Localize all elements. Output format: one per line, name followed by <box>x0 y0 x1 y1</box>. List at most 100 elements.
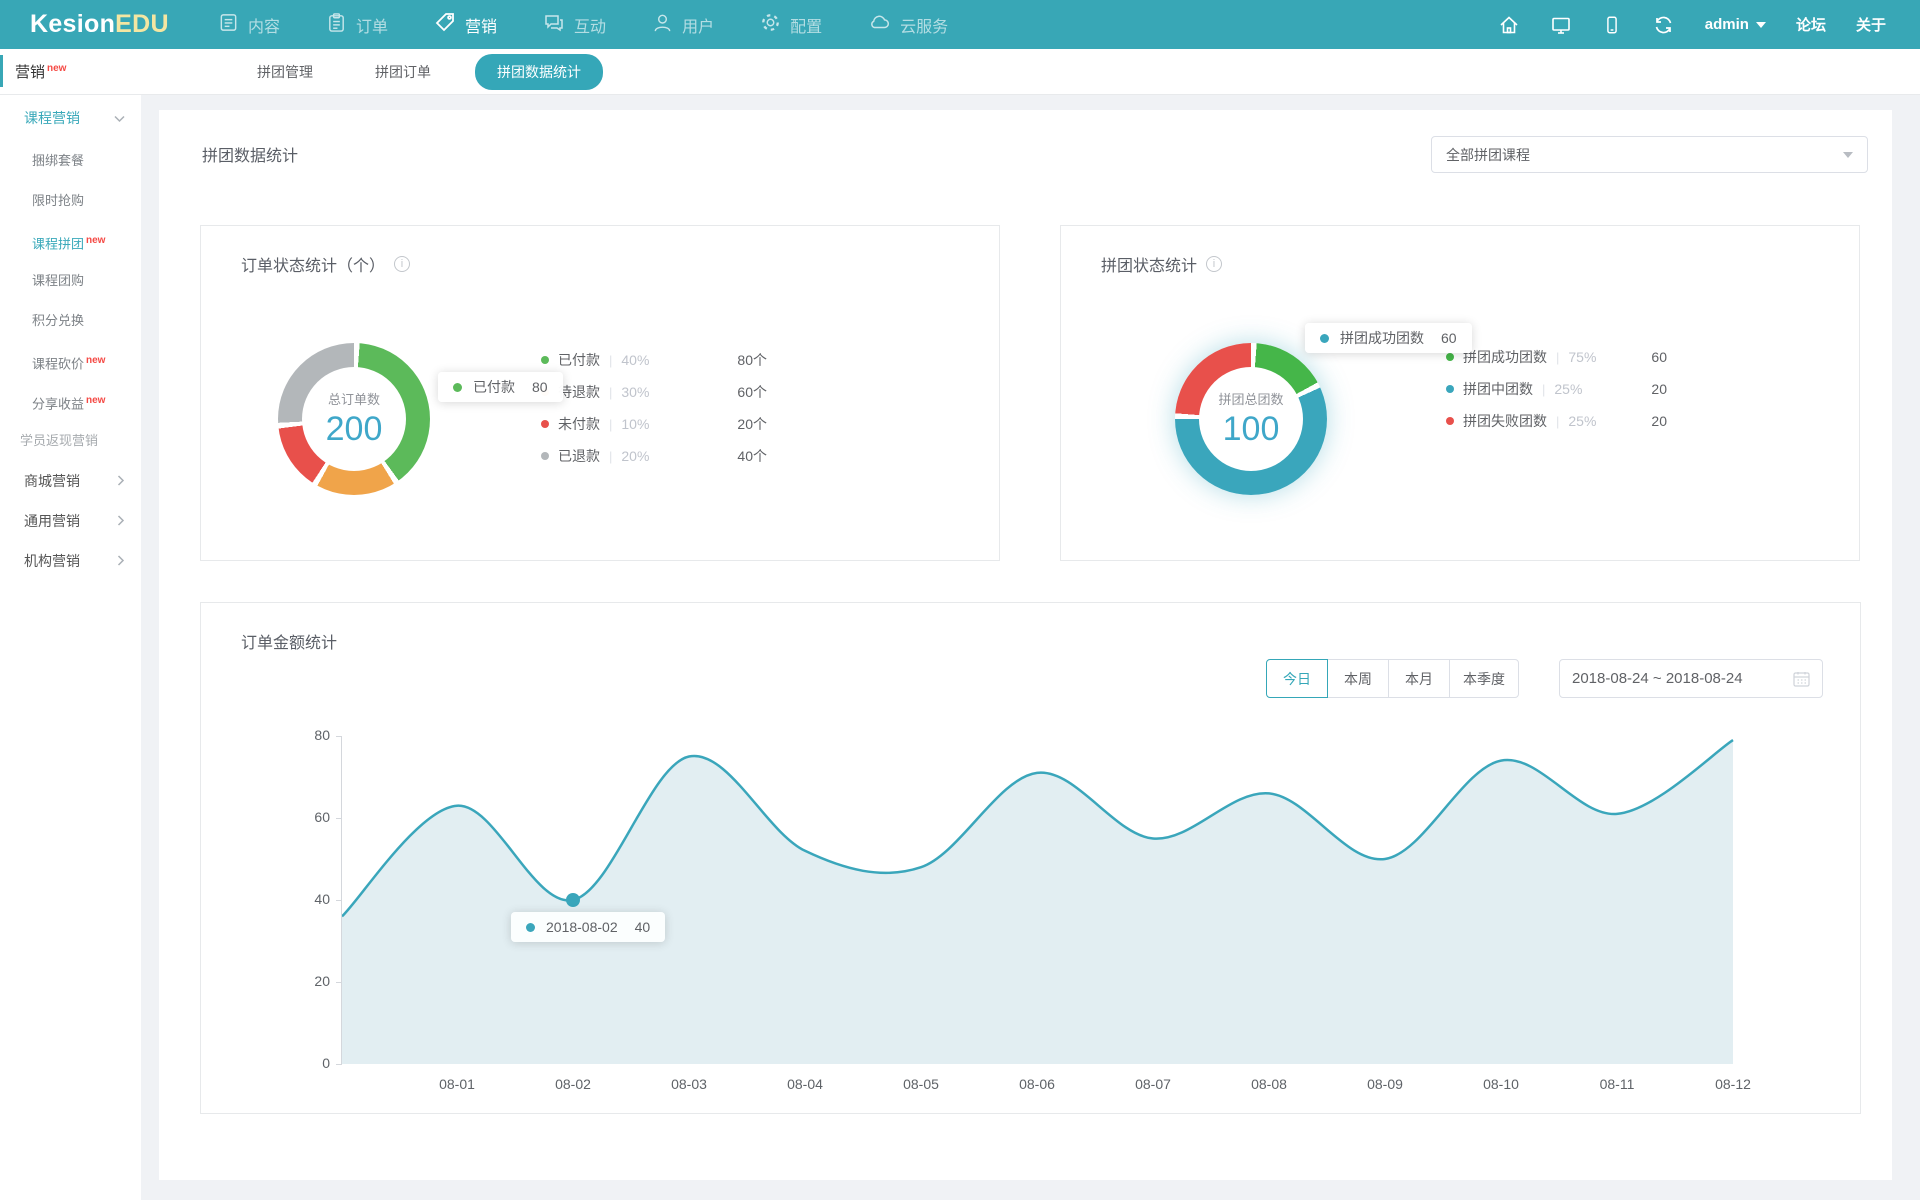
range-button-month[interactable]: 本月 <box>1388 659 1450 698</box>
legend-dot <box>541 420 549 428</box>
tabs: 拼团管理 拼团订单 拼团数据统计 <box>239 54 603 90</box>
legend-dot <box>541 452 549 460</box>
sidebar-group-course-marketing[interactable]: 课程营销 <box>0 95 141 141</box>
mobile-icon[interactable] <box>1602 14 1622 36</box>
page-title: 拼团数据统计 <box>202 142 298 166</box>
card-title-text: 拼团状态统计 <box>1101 252 1197 276</box>
nav-item-label: 配置 <box>790 13 822 37</box>
order-status-legend: 已付款 | 40% 80个 待退款 | 30% 60个 未付款 | 10% 20… <box>541 344 767 472</box>
range-button-week[interactable]: 本周 <box>1327 659 1389 698</box>
admin-username: admin <box>1705 16 1749 33</box>
nav-item-label: 订单 <box>356 13 388 37</box>
highlighted-data-point[interactable] <box>566 893 580 907</box>
legend-dot <box>1446 417 1454 425</box>
cloud-icon <box>868 11 891 38</box>
group-status-donut-chart[interactable]: 拼团总团数 100 <box>1175 343 1327 495</box>
app-logo[interactable]: KesionEDU <box>30 10 218 39</box>
nav-item-users[interactable]: 用户 <box>652 12 714 38</box>
donut-center: 总订单数 200 <box>302 367 406 471</box>
about-link[interactable]: 关于 <box>1856 14 1886 35</box>
forum-link[interactable]: 论坛 <box>1796 14 1826 35</box>
legend-row: 待退款 | 30% 60个 <box>541 376 767 408</box>
home-icon[interactable] <box>1498 14 1520 36</box>
legend-value: 80个 <box>737 350 767 370</box>
nav-item-settings[interactable]: 配置 <box>760 12 822 38</box>
tab-group-statistics[interactable]: 拼团数据统计 <box>475 54 603 90</box>
area-fill <box>342 740 1733 1064</box>
main-panel: 拼团数据统计 全部拼团课程 订单状态统计（个） 总订单数 200 已付款 80 … <box>159 110 1892 1180</box>
tab-group-manage[interactable]: 拼团管理 <box>239 54 331 90</box>
info-icon[interactable] <box>1206 256 1222 272</box>
legend-percent: 40% <box>621 352 649 368</box>
nav-item-interact[interactable]: 互动 <box>543 11 606 38</box>
section-label: 营销new <box>0 61 141 82</box>
legend-row: 未付款 | 10% 20个 <box>541 408 767 440</box>
sidebar-item-course-tuangou[interactable]: 课程团购 <box>0 261 141 301</box>
y-axis-label: 0 <box>282 1055 330 1071</box>
date-range-picker[interactable]: 2018-08-24 ~ 2018-08-24 <box>1559 659 1823 698</box>
sidebar-item-bargain[interactable]: 课程砍价new <box>0 341 141 381</box>
sidebar-item-points-exchange[interactable]: 积分兑换 <box>0 301 141 341</box>
legend-label: 已退款 <box>558 446 600 466</box>
new-badge: new <box>86 395 105 406</box>
sidebar-item-bundle[interactable]: 捆绑套餐 <box>0 141 141 181</box>
legend-divider: | <box>609 385 612 400</box>
course-filter-value: 全部拼团课程 <box>1446 145 1530 165</box>
logo-suffix: EDU <box>115 10 169 38</box>
clipboard-icon <box>326 12 347 38</box>
legend-divider: | <box>1542 382 1545 397</box>
gear-icon <box>760 12 781 38</box>
sidebar-section-mall-marketing[interactable]: 商城营销 <box>0 461 141 501</box>
sidebar-item-share-income[interactable]: 分享收益new <box>0 381 141 421</box>
legend-row: 拼团失败团数 | 25% 20 <box>1446 405 1667 437</box>
legend-divider: | <box>609 353 612 368</box>
legend-divider: | <box>609 449 612 464</box>
monitor-icon[interactable] <box>1550 14 1572 36</box>
sidebar-item-course-group-buy[interactable]: 课程拼团new <box>0 221 141 261</box>
x-axis-label: 08-09 <box>1348 1076 1422 1092</box>
y-axis-label: 80 <box>282 727 330 743</box>
card-title-text: 订单金额统计 <box>241 629 337 653</box>
range-button-today[interactable]: 今日 <box>1266 659 1328 698</box>
sidebar-item-label: 分享收益 <box>32 396 84 411</box>
donut-center-label: 总订单数 <box>328 389 380 408</box>
legend-percent: 30% <box>621 384 649 400</box>
nav-item-orders[interactable]: 订单 <box>326 12 388 38</box>
order-donut-tooltip: 已付款 80 <box>438 372 563 402</box>
order-amount-area-chart[interactable]: 2018-08-02 40 02040608008-0108-0208-0308… <box>341 736 1746 1064</box>
tooltip-label: 已付款 <box>473 377 515 397</box>
nav-item-cloud[interactable]: 云服务 <box>868 11 948 38</box>
sidebar-item-student-cashback[interactable]: 学员返现营销 <box>0 421 141 461</box>
legend-value: 20个 <box>737 414 767 434</box>
chevron-right-icon <box>117 513 125 529</box>
tab-group-orders[interactable]: 拼团订单 <box>357 54 449 90</box>
admin-user-menu[interactable]: admin <box>1705 16 1766 33</box>
range-button-quarter[interactable]: 本季度 <box>1449 659 1519 698</box>
info-icon[interactable] <box>394 256 410 272</box>
legend-label: 拼团失败团数 <box>1463 411 1547 431</box>
nav-item-content[interactable]: 内容 <box>218 12 280 38</box>
course-filter-select[interactable]: 全部拼团课程 <box>1431 136 1868 173</box>
sidebar-section-label: 机构营销 <box>24 551 80 571</box>
nav-item-marketing[interactable]: 营销 <box>434 11 497 38</box>
donut-center-value: 100 <box>1223 410 1280 449</box>
sidebar-section-general-marketing[interactable]: 通用营销 <box>0 501 141 541</box>
navbar-right: admin 论坛 关于 <box>1498 14 1886 36</box>
chevron-down-icon <box>1756 22 1766 28</box>
x-axis-label: 08-11 <box>1580 1076 1654 1092</box>
x-axis-label: 08-05 <box>884 1076 958 1092</box>
legend-row: 拼团成功团数 | 75% 60 <box>1446 341 1667 373</box>
group-donut-tooltip: 拼团成功团数 60 <box>1305 323 1472 353</box>
tooltip-value: 80 <box>532 379 548 395</box>
legend-label: 未付款 <box>558 414 600 434</box>
x-axis-label: 08-10 <box>1464 1076 1538 1092</box>
y-axis-label: 60 <box>282 809 330 825</box>
legend-value: 60个 <box>737 382 767 402</box>
sidebar-section-label: 通用营销 <box>24 511 80 531</box>
sidebar-section-org-marketing[interactable]: 机构营销 <box>0 541 141 581</box>
nav-item-label: 营销 <box>465 13 497 37</box>
order-status-donut-chart[interactable]: 总订单数 200 <box>278 343 430 495</box>
x-axis-label: 08-06 <box>1000 1076 1074 1092</box>
refresh-icon[interactable] <box>1652 14 1675 36</box>
sidebar-item-flash-sale[interactable]: 限时抢购 <box>0 181 141 221</box>
